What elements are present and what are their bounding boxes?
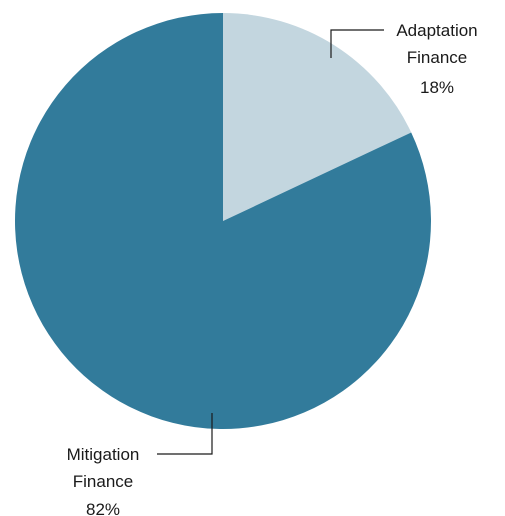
mitigation-leader-line bbox=[157, 413, 213, 455]
adaptation-label-line-2: Finance bbox=[407, 48, 467, 67]
adaptation-leader-line bbox=[330, 29, 384, 58]
pie-slice-adaptation-finance bbox=[223, 13, 412, 221]
mitigation-label-group: Mitigation Finance 82% bbox=[67, 413, 213, 516]
mitigation-label-line-3: 82% bbox=[86, 500, 120, 516]
adaptation-label-group: Adaptation Finance 18% bbox=[330, 21, 478, 97]
adaptation-label-line-3: 18% bbox=[420, 78, 454, 97]
adaptation-label-line-1: Adaptation bbox=[396, 21, 477, 40]
pie-slices bbox=[14, 13, 431, 430]
mitigation-label-line-1: Mitigation bbox=[67, 445, 140, 464]
mitigation-label-line-2: Finance bbox=[73, 472, 133, 491]
pie-slice-mitigation-finance bbox=[14, 13, 431, 430]
